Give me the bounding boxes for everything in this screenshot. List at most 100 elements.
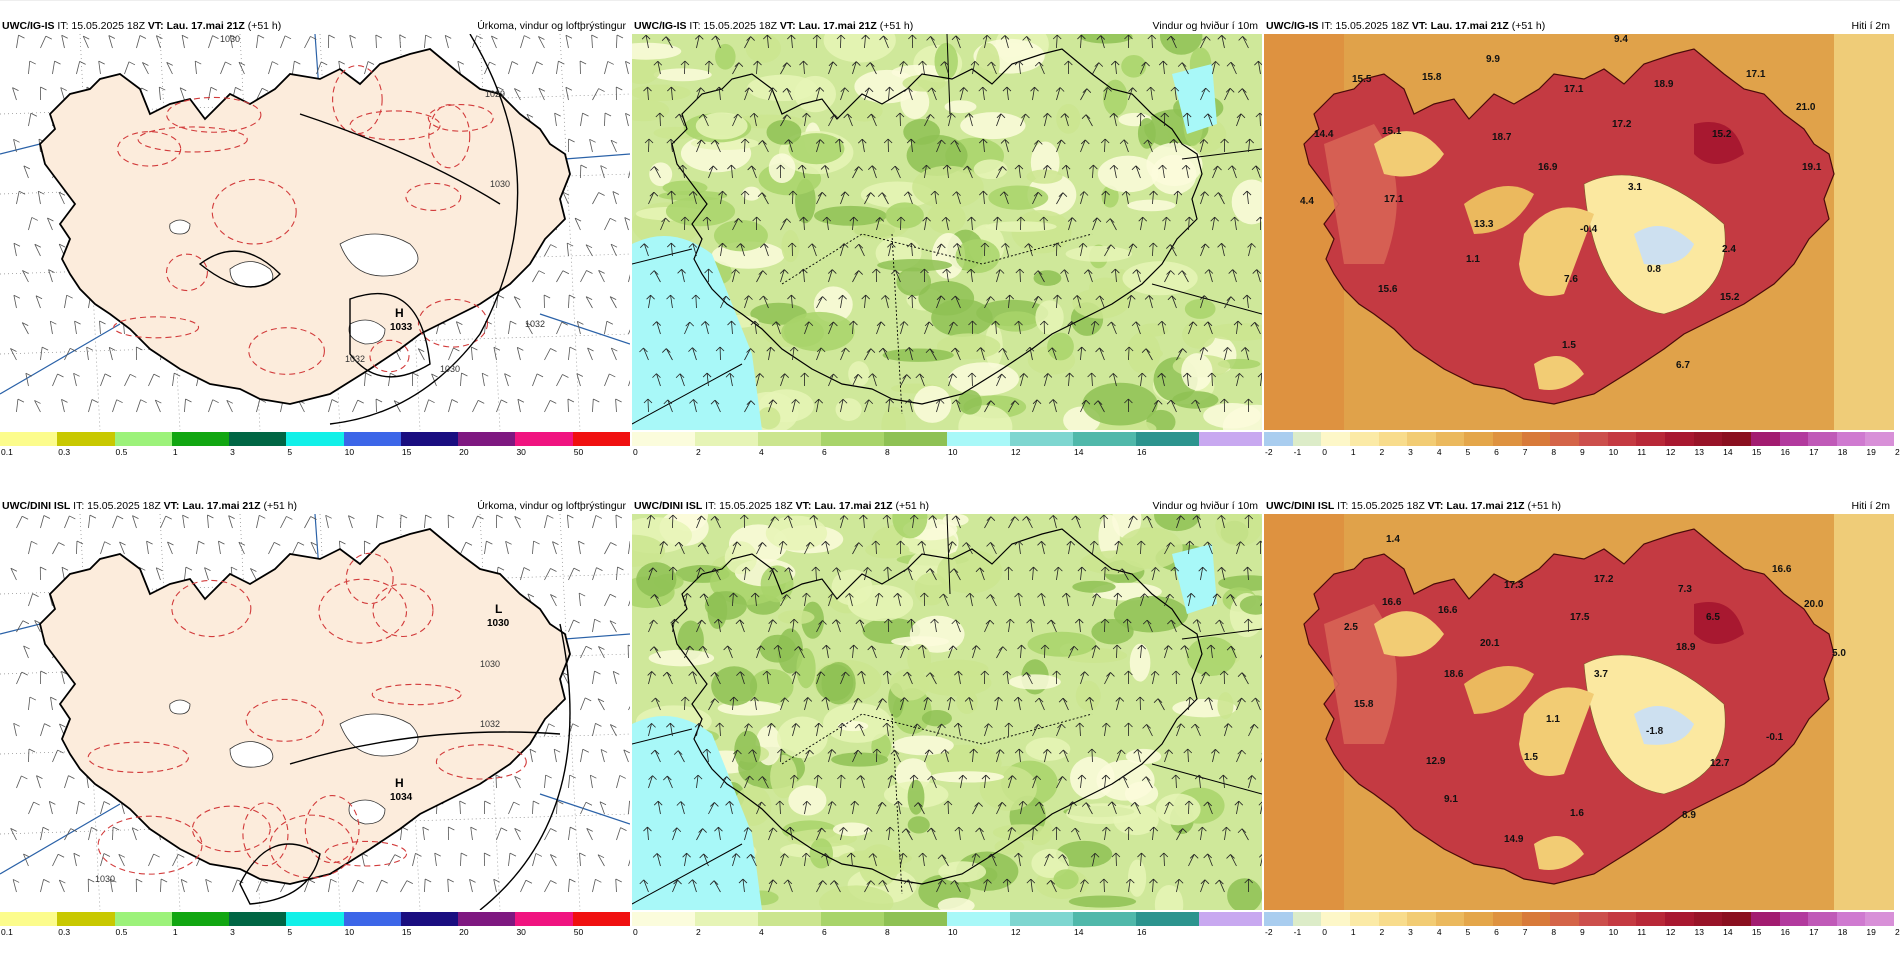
colorbar-tick-label: 30 bbox=[516, 447, 525, 457]
colorbar-tick-label: 0.3 bbox=[58, 927, 70, 937]
model-name: UWC/IG-IS bbox=[634, 20, 687, 32]
colorbar-swatch bbox=[401, 912, 458, 926]
panel-title-right: Hiti í 2m bbox=[1851, 498, 1890, 514]
panel-title-right: Úrkoma, vindur og loftþrýstingur bbox=[477, 18, 626, 34]
init-time: IT: 15.05.2025 18Z bbox=[70, 500, 163, 512]
colorbar-swatch bbox=[1522, 432, 1551, 446]
colorbar-swatch bbox=[1350, 912, 1379, 926]
temperature-value-label: 9.9 bbox=[1486, 54, 1500, 65]
panel-title-right: Vindur og hviður í 10m bbox=[1153, 498, 1258, 514]
colorbar-tick-label: 0 bbox=[1322, 447, 1327, 457]
precip-map-svg bbox=[0, 34, 630, 430]
colorbar-swatch bbox=[458, 432, 515, 446]
panel-title-left: UWC/DINI ISL IT: 15.05.2025 18Z VT: Lau.… bbox=[1266, 498, 1561, 514]
colorbar-swatch bbox=[884, 432, 947, 446]
colorbar-tick-label: 6 bbox=[1494, 927, 1499, 937]
colorbar-tick-label: 8 bbox=[1551, 927, 1556, 937]
colorbar-swatch bbox=[1780, 432, 1809, 446]
colorbar-tick-label: 1 bbox=[1351, 447, 1356, 457]
colorbar-swatch bbox=[57, 912, 114, 926]
temperature-value-label: 19.1 bbox=[1802, 162, 1821, 173]
temperature-value-label: 18.9 bbox=[1654, 79, 1673, 90]
temp-colorbar bbox=[1264, 432, 1894, 446]
colorbar-swatch bbox=[286, 912, 343, 926]
low-pressure-marker: L bbox=[495, 602, 502, 616]
temperature-value-label: 2.4 bbox=[1722, 244, 1736, 255]
colorbar-swatch bbox=[1579, 912, 1608, 926]
colorbar-tick-label: 10 bbox=[948, 927, 957, 937]
colorbar-tick-label: 4 bbox=[759, 447, 764, 457]
high-pressure-value: 1033 bbox=[390, 322, 412, 333]
colorbar-swatch bbox=[344, 912, 401, 926]
colorbar-swatch bbox=[1199, 432, 1262, 446]
colorbar-tick-label: 0.5 bbox=[116, 927, 128, 937]
temperature-value-label: 5.0 bbox=[1832, 648, 1846, 659]
valid-time: Lau. 17.mai 21Z bbox=[1428, 20, 1509, 32]
colorbar-tick-label: 18 bbox=[1838, 447, 1847, 457]
colorbar-swatch bbox=[1722, 912, 1751, 926]
precip-forecast-panel: UWC/DINI ISL IT: 15.05.2025 18Z VT: Lau.… bbox=[0, 496, 630, 956]
colorbar-swatch bbox=[1407, 912, 1436, 926]
valid-time-label: VT: bbox=[780, 20, 796, 32]
colorbar-swatch bbox=[1493, 432, 1522, 446]
panel-title-bar: UWC/IG-IS IT: 15.05.2025 18Z VT: Lau. 17… bbox=[632, 16, 1262, 32]
colorbar-swatch bbox=[573, 912, 630, 926]
temperature-value-label: 7.3 bbox=[1678, 584, 1692, 595]
colorbar-swatch bbox=[1321, 432, 1350, 446]
colorbar-tick-label: 16 bbox=[1780, 447, 1789, 457]
temperature-value-label: 12.9 bbox=[1426, 756, 1445, 767]
colorbar-swatch bbox=[695, 432, 758, 446]
temperature-value-label: 4.4 bbox=[1300, 196, 1314, 207]
colorbar-swatch bbox=[1865, 432, 1894, 446]
colorbar-swatch bbox=[1293, 912, 1322, 926]
colorbar-tick-label: 7 bbox=[1523, 447, 1528, 457]
colorbar-swatch bbox=[1136, 432, 1199, 446]
model-name: UWC/IG-IS bbox=[1266, 20, 1319, 32]
valid-time: Lau. 17.mai 21Z bbox=[811, 500, 892, 512]
colorbar-swatch bbox=[1865, 912, 1894, 926]
colorbar-swatch bbox=[1379, 432, 1408, 446]
temp-colorbar-ticks: -2-1012345678910111213141516171819202122 bbox=[1264, 447, 1894, 459]
colorbar-swatch bbox=[947, 912, 1010, 926]
colorbar-tick-label: 1 bbox=[173, 447, 178, 457]
wind-map[interactable] bbox=[632, 34, 1262, 430]
model-name: UWC/DINI ISL bbox=[1266, 500, 1334, 512]
colorbar-tick-label: 10 bbox=[345, 927, 354, 937]
panel-title-bar: UWC/IG-IS IT: 15.05.2025 18Z VT: Lau. 17… bbox=[0, 16, 630, 32]
colorbar-tick-label: 5 bbox=[287, 927, 292, 937]
colorbar-swatch bbox=[1608, 912, 1637, 926]
low-pressure-value: 1030 bbox=[487, 618, 509, 629]
temperature-value-label: 2.5 bbox=[1344, 622, 1358, 633]
colorbar-tick-label: 3 bbox=[1408, 927, 1413, 937]
colorbar-tick-label: 50 bbox=[574, 447, 583, 457]
colorbar-swatch bbox=[632, 912, 695, 926]
valid-time: Lau. 17.mai 21Z bbox=[796, 20, 877, 32]
colorbar-tick-label: 0 bbox=[1322, 927, 1327, 937]
temp-colorbar-ticks: -2-1012345678910111213141516171819202122 bbox=[1264, 927, 1894, 939]
isobar-label: 1032 bbox=[345, 354, 365, 364]
colorbar-tick-label: 15 bbox=[1752, 447, 1761, 457]
temperature-value-label: 1.5 bbox=[1524, 752, 1538, 763]
colorbar-swatch bbox=[695, 912, 758, 926]
colorbar-swatch bbox=[1780, 912, 1809, 926]
colorbar-tick-label: 11 bbox=[1637, 927, 1646, 937]
colorbar-tick-label: 13 bbox=[1695, 927, 1704, 937]
colorbar-swatch bbox=[1010, 912, 1073, 926]
colorbar-tick-label: 20 bbox=[459, 927, 468, 937]
colorbar-tick-label: 12 bbox=[1011, 927, 1020, 937]
colorbar-tick-label: 8 bbox=[1551, 447, 1556, 457]
wind-map[interactable] bbox=[632, 514, 1262, 910]
colorbar-swatch bbox=[286, 432, 343, 446]
high-pressure-marker: H bbox=[395, 776, 404, 790]
wind-colorbar bbox=[632, 432, 1262, 446]
panel-title-left: UWC/DINI ISL IT: 15.05.2025 18Z VT: Lau.… bbox=[2, 498, 297, 514]
colorbar-tick-label: 3 bbox=[1408, 447, 1413, 457]
colorbar-tick-label: 17 bbox=[1809, 927, 1818, 937]
isobar-label: 1032 bbox=[480, 719, 500, 729]
